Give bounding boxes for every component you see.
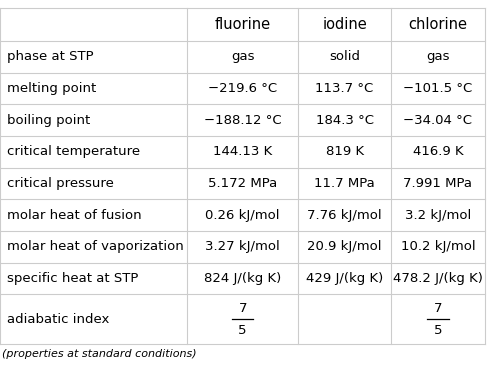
Text: 0.26 kJ/mol: 0.26 kJ/mol [206,209,280,222]
Text: 824 J/(kg K): 824 J/(kg K) [204,272,282,285]
Text: gas: gas [426,50,450,63]
Text: solid: solid [329,50,360,63]
Text: −188.12 °C: −188.12 °C [204,114,282,127]
Text: melting point: melting point [7,82,96,95]
Text: specific heat at STP: specific heat at STP [7,272,138,285]
Text: 5: 5 [434,324,442,336]
Text: 7.991 MPa: 7.991 MPa [403,177,472,190]
Text: phase at STP: phase at STP [7,50,93,63]
Text: critical pressure: critical pressure [7,177,114,190]
Text: −219.6 °C: −219.6 °C [208,82,277,95]
Text: 429 J/(kg K): 429 J/(kg K) [306,272,383,285]
Text: 7: 7 [434,302,442,315]
Text: molar heat of vaporization: molar heat of vaporization [7,240,183,254]
Text: 7: 7 [239,302,247,315]
Text: (properties at standard conditions): (properties at standard conditions) [2,349,197,359]
Text: 3.27 kJ/mol: 3.27 kJ/mol [205,240,280,254]
Text: 478.2 J/(kg K): 478.2 J/(kg K) [393,272,483,285]
Text: 7.76 kJ/mol: 7.76 kJ/mol [307,209,382,222]
Text: −101.5 °C: −101.5 °C [403,82,473,95]
Text: 113.7 °C: 113.7 °C [316,82,374,95]
Text: 416.9 K: 416.9 K [413,146,463,158]
Text: boiling point: boiling point [7,114,90,127]
Text: 144.13 K: 144.13 K [213,146,272,158]
Text: 3.2 kJ/mol: 3.2 kJ/mol [405,209,471,222]
Text: 10.2 kJ/mol: 10.2 kJ/mol [401,240,475,254]
Text: fluorine: fluorine [214,17,271,32]
Text: critical temperature: critical temperature [7,146,140,158]
Text: adiabatic index: adiabatic index [7,313,109,326]
Text: iodine: iodine [322,17,367,32]
Text: −34.04 °C: −34.04 °C [403,114,472,127]
Text: 184.3 °C: 184.3 °C [316,114,374,127]
Text: chlorine: chlorine [409,17,467,32]
Text: 819 K: 819 K [325,146,364,158]
Text: 20.9 kJ/mol: 20.9 kJ/mol [307,240,382,254]
Text: molar heat of fusion: molar heat of fusion [7,209,141,222]
Text: 5: 5 [239,324,247,336]
Text: 11.7 MPa: 11.7 MPa [314,177,375,190]
Text: gas: gas [231,50,254,63]
Text: 5.172 MPa: 5.172 MPa [208,177,277,190]
